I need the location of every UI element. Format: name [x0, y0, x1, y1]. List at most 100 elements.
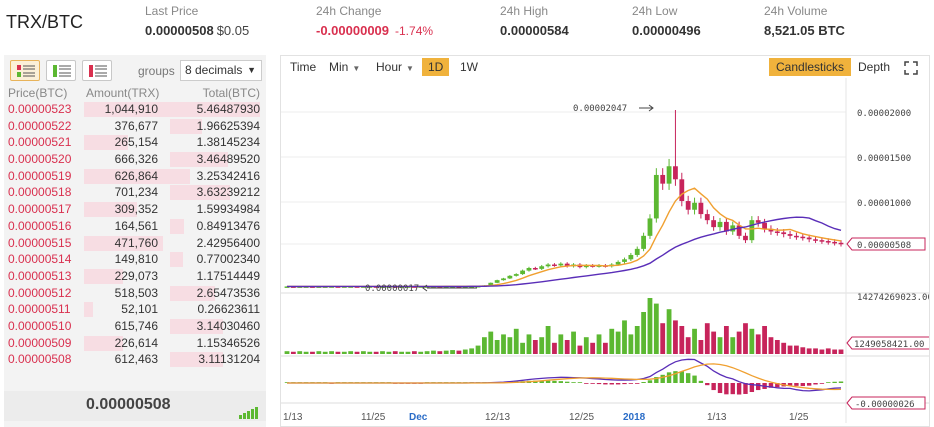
- macd-histogram-bar: [635, 383, 640, 384]
- interval-1d-button[interactable]: 1D: [422, 58, 450, 76]
- time-button[interactable]: Time: [290, 60, 317, 74]
- candle-down: [673, 166, 678, 180]
- row-price: 0.00000510: [8, 318, 72, 333]
- candle-up: [399, 286, 405, 288]
- candle-up: [634, 248, 640, 255]
- volume-bar: [609, 328, 615, 354]
- volume-bar: [711, 331, 717, 354]
- candle-down: [736, 225, 742, 236]
- row-amount: 1,044,910: [104, 102, 158, 116]
- col-amount: Amount(TRX): [86, 86, 160, 100]
- macd-histogram-bar: [736, 383, 742, 395]
- order-book-row[interactable]: 0.00000511 52,101 0.26623611: [4, 301, 266, 318]
- macd-histogram-bar: [749, 383, 755, 393]
- depth-button[interactable]: Depth: [858, 60, 891, 74]
- candle-up: [526, 268, 532, 271]
- high-label: 24h High: [500, 4, 549, 18]
- macd-histogram-bar: [603, 383, 608, 385]
- x-axis-label-year: 2018: [623, 412, 646, 423]
- order-book-row[interactable]: 0.00000514 149,810 0.77002340: [4, 251, 266, 268]
- candle-up: [380, 286, 385, 288]
- volume-bar: [679, 326, 685, 354]
- macd-tag: -0.00000026: [846, 396, 926, 410]
- row-total: 1.96625394: [196, 118, 260, 133]
- candle-up: [513, 274, 519, 276]
- row-amount: 309,352: [114, 202, 158, 217]
- order-book-row[interactable]: 0.00000518 701,234 3.63239212: [4, 184, 266, 201]
- row-amount: 615,746: [114, 318, 158, 333]
- macd-histogram-bar: [679, 371, 685, 383]
- candle-up: [717, 221, 723, 228]
- order-book: groups 8 decimals ▼ Price(BTC) Amount(TR…: [4, 55, 266, 427]
- volume-bar: [832, 349, 838, 354]
- order-book-row[interactable]: 0.00000519 626,864 3.25342416: [4, 168, 266, 185]
- volume-bar: [462, 349, 468, 354]
- volume-bar: [762, 326, 767, 354]
- change-stat: 24h Change -0.00000009 -1.74%: [316, 4, 433, 41]
- order-book-row[interactable]: 0.00000512 518,503 2.65473536: [4, 285, 266, 302]
- view-both-button[interactable]: [10, 60, 40, 81]
- macd-histogram-bar: [654, 377, 659, 383]
- row-price: 0.00000523: [8, 102, 72, 116]
- order-book-row[interactable]: 0.00000508 612,463 3.11131204: [4, 351, 266, 368]
- macd-histogram-bar: [584, 383, 589, 384]
- low-stat: 24h Low 0.00000496: [632, 4, 701, 41]
- low-label: 24h Low: [632, 4, 678, 18]
- macd-histogram-bar: [800, 383, 805, 387]
- volume-bar: [692, 328, 697, 354]
- volume-tag: 1249058421.00: [846, 336, 929, 350]
- candlesticks-button[interactable]: Candlesticks: [769, 58, 852, 76]
- candle-up: [284, 286, 290, 288]
- row-amount: 701,234: [114, 185, 158, 200]
- volume-bar: [545, 326, 551, 354]
- order-book-row[interactable]: 0.00000520 666,326 3.46489520: [4, 151, 266, 168]
- volume-bar: [456, 350, 462, 354]
- order-book-row[interactable]: 0.00000521 265,154 1.38145234: [4, 134, 266, 151]
- order-book-row[interactable]: 0.00000509 226,614 1.15346526: [4, 335, 266, 352]
- view-bids-button[interactable]: [46, 60, 76, 81]
- volume-bar: [653, 303, 659, 354]
- macd-histogram-bar: [838, 381, 844, 383]
- volume-layer: [284, 298, 844, 354]
- groups-select[interactable]: 8 decimals ▼: [180, 60, 262, 81]
- order-book-row[interactable]: 0.00000517 309,352 1.59934984: [4, 201, 266, 218]
- volume-bar: [717, 337, 723, 354]
- candles-layer: [284, 110, 844, 288]
- change-abs: -0.00000009: [316, 23, 390, 38]
- candlestick-chart[interactable]: 0.00002000 0.00001500 0.00001000 0.00000…: [281, 78, 930, 427]
- macd-histogram-bar: [558, 381, 564, 383]
- x-axis-label: 11/25: [361, 412, 386, 423]
- order-book-row[interactable]: 0.00000516 164,561 0.84913476: [4, 218, 266, 235]
- candle-up: [749, 220, 755, 241]
- order-book-row[interactable]: 0.00000522 376,677 1.96625394: [4, 118, 266, 135]
- fullscreen-button[interactable]: [897, 58, 925, 76]
- depth-bar: [84, 168, 190, 184]
- volume-bar: [768, 337, 774, 354]
- hour-dropdown[interactable]: Hour ▼: [372, 58, 418, 76]
- x-axis-label-month: Dec: [409, 412, 428, 423]
- row-amount: 666,326: [114, 152, 158, 167]
- candle-down: [781, 232, 787, 235]
- interval-1w-button[interactable]: 1W: [460, 60, 478, 74]
- min-label: Min: [329, 60, 349, 74]
- volume-bar: [622, 320, 627, 354]
- macd-histogram-bar: [813, 383, 818, 385]
- order-book-row[interactable]: 0.00000513 229,073 1.17514449: [4, 268, 266, 285]
- row-total: 0.84913476: [196, 218, 260, 233]
- price-grid: [281, 78, 929, 423]
- depth-bar: [170, 285, 215, 301]
- volume-bar: [488, 331, 494, 354]
- depth-bar: [170, 118, 202, 134]
- order-book-row[interactable]: 0.00000523 1,044,910 5.46487930: [4, 101, 266, 118]
- row-price: 0.00000512: [8, 285, 72, 300]
- volume-bar: [571, 331, 576, 354]
- volume-bar: [532, 340, 538, 354]
- view-asks-button[interactable]: [82, 60, 112, 81]
- min-dropdown[interactable]: Min ▼: [325, 58, 364, 76]
- order-book-row[interactable]: 0.00000515 471,760 2.42956400: [4, 235, 266, 252]
- row-price: 0.00000519: [8, 168, 72, 183]
- macd-histogram-bar: [717, 383, 723, 394]
- order-book-row[interactable]: 0.00000510 615,746 3.14030460: [4, 318, 266, 335]
- high-value: 0.00000584: [500, 23, 569, 38]
- candle-down: [679, 179, 685, 202]
